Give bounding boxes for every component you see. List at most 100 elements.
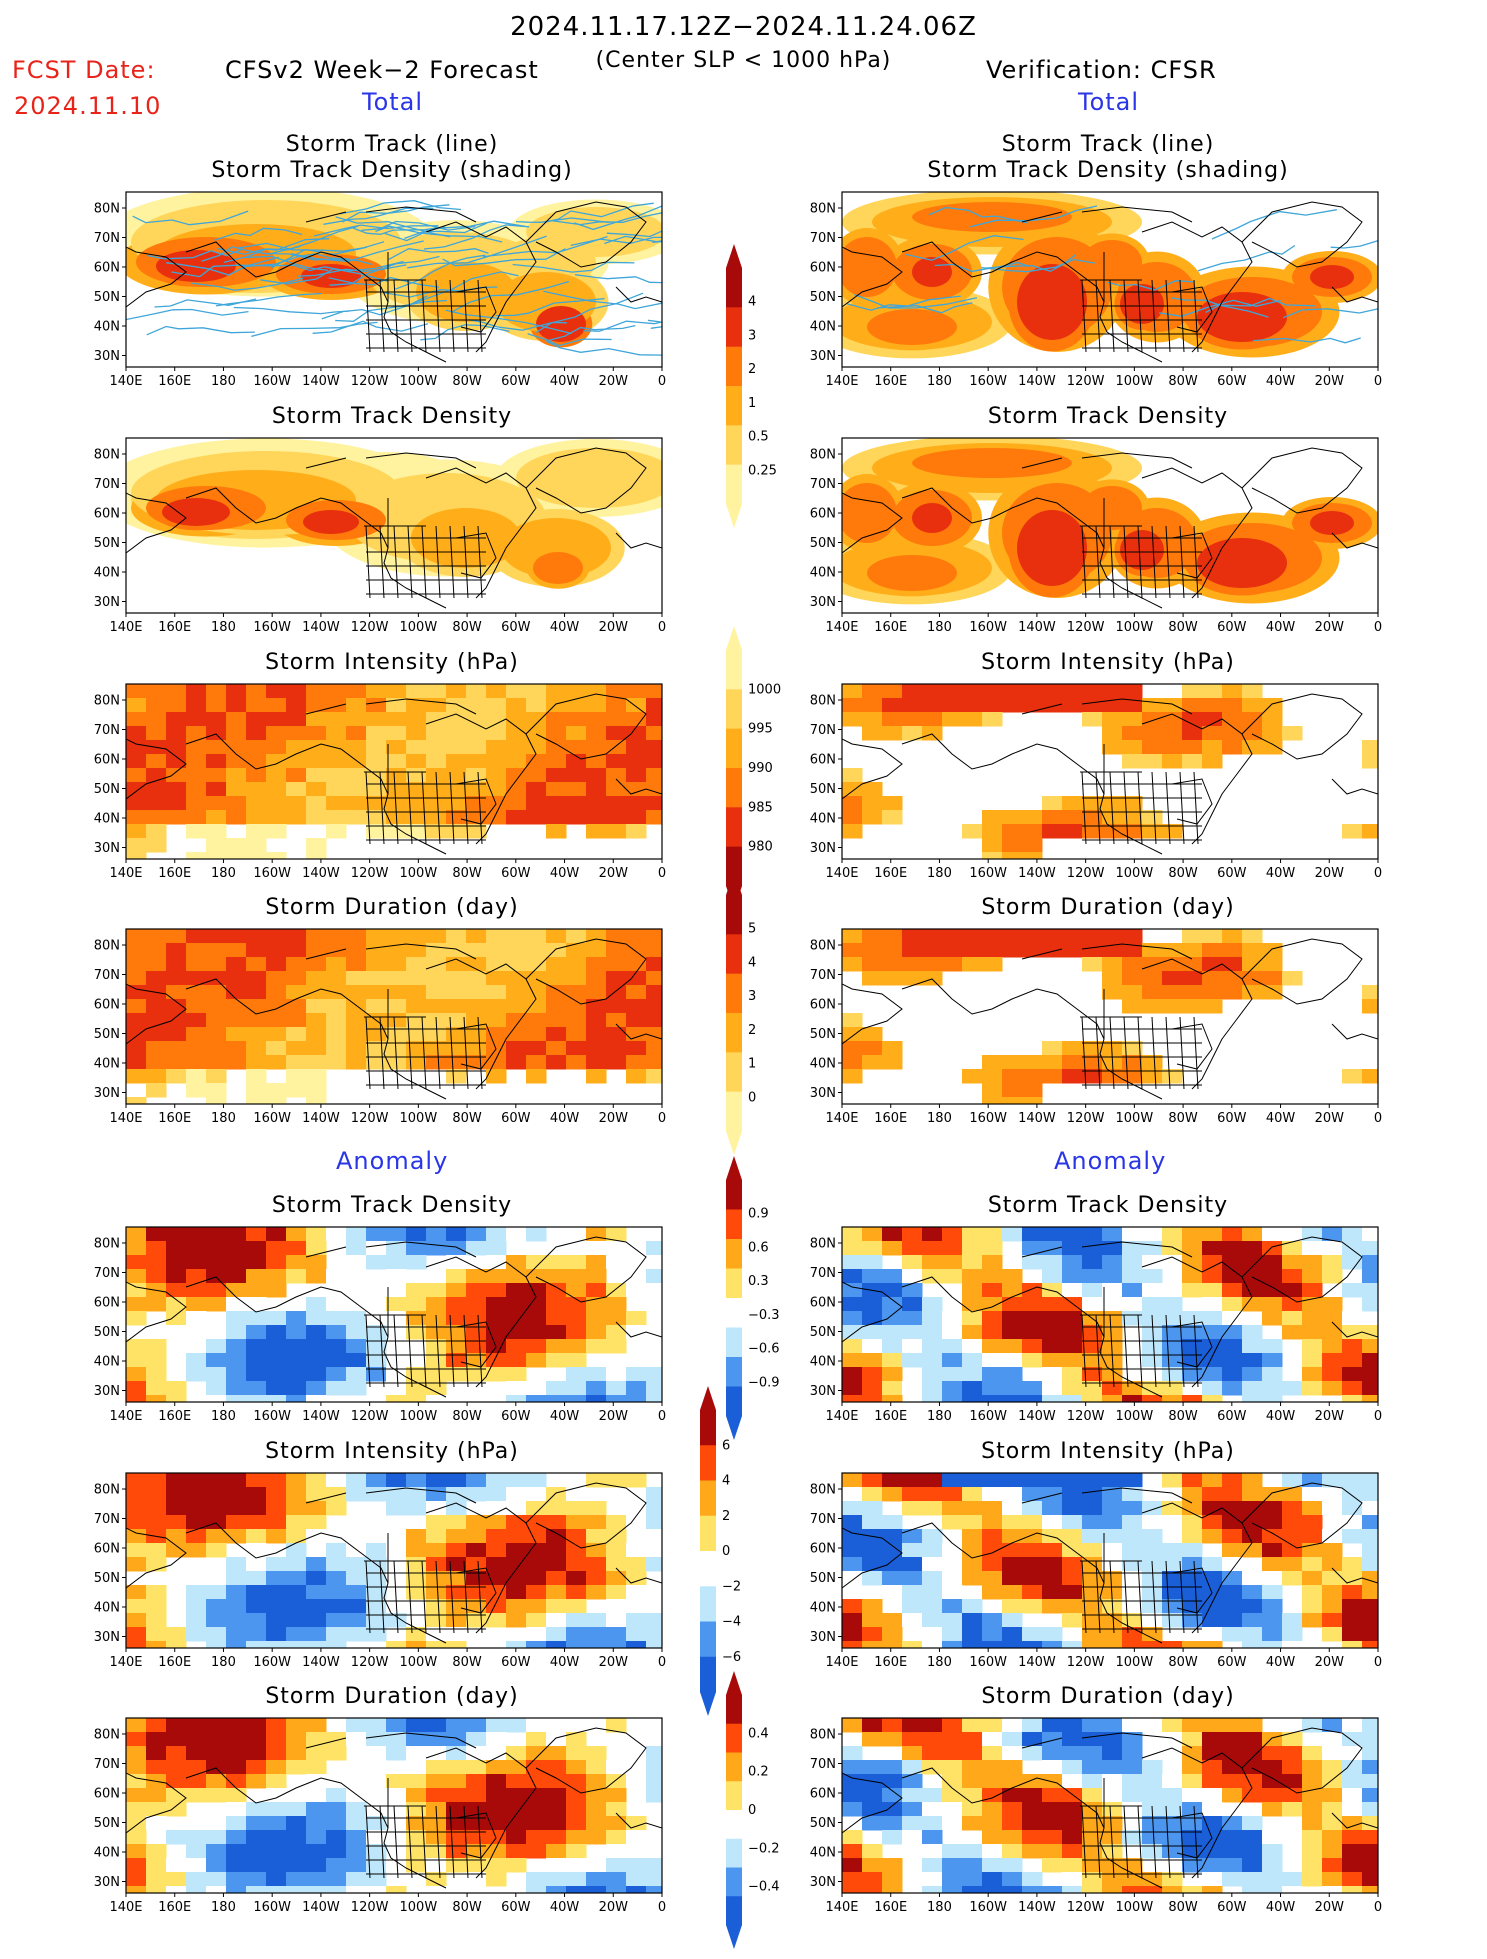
- grid-cell: [1022, 1732, 1043, 1747]
- grid-cell: [1042, 796, 1063, 811]
- grid-cell: [1022, 1599, 1043, 1614]
- density-blob: [1197, 538, 1287, 588]
- grid-cell: [526, 1585, 547, 1600]
- grid-cell: [266, 1816, 287, 1831]
- grid-cell: [286, 1515, 307, 1530]
- grid-cell: [902, 1830, 923, 1845]
- grid-cell: [266, 684, 287, 699]
- grid-cell: [426, 1339, 447, 1354]
- grid-cell: [426, 985, 447, 1000]
- lon-tick-label: 120W: [351, 1111, 389, 1126]
- grid-cell: [1122, 1830, 1143, 1845]
- grid-cell: [386, 1255, 407, 1270]
- grid-cell: [1082, 1599, 1103, 1614]
- grid-cell: [1282, 1381, 1303, 1396]
- grid-cell: [326, 1487, 347, 1502]
- lat-tick-label: 60N: [810, 507, 836, 522]
- grid-cell: [426, 1571, 447, 1586]
- grid-cell: [486, 1599, 507, 1614]
- grid-cell: [326, 1339, 347, 1354]
- grid-cell: [1162, 726, 1183, 741]
- grid-cell: [1242, 1297, 1263, 1312]
- grid-cell: [246, 726, 267, 741]
- grid-cell: [1222, 1746, 1243, 1761]
- grid-cell: [246, 838, 267, 853]
- grid-cell: [942, 1774, 963, 1789]
- grid-cell: [882, 1473, 903, 1488]
- grid-cell: [246, 768, 267, 783]
- grid-cell: [1042, 1585, 1063, 1600]
- lon-tick-label: 40W: [1266, 620, 1296, 635]
- grid-cell: [566, 1473, 587, 1488]
- grid-cell: [366, 985, 387, 1000]
- grid-cell: [1082, 1297, 1103, 1312]
- grid-cell: [1122, 929, 1143, 944]
- grid-cell: [366, 1858, 387, 1873]
- grid-cell: [286, 1227, 307, 1242]
- grid-cell: [186, 796, 207, 811]
- grid-cell: [226, 782, 247, 797]
- grid-cell: [326, 1858, 347, 1873]
- grid-cell: [1282, 1760, 1303, 1775]
- grid-cell: [922, 1886, 943, 1893]
- grid-cell: [1002, 1886, 1023, 1893]
- grid-cell: [1362, 1774, 1378, 1789]
- lon-tick-label: 160W: [253, 374, 291, 389]
- lon-tick-label: 100W: [1116, 866, 1154, 881]
- grid-cell: [526, 1872, 547, 1887]
- grid-cell: [1282, 1515, 1303, 1530]
- grid-cell: [842, 782, 863, 797]
- grid-cell: [982, 1353, 1003, 1368]
- grid-cell: [1022, 1395, 1043, 1402]
- grid-cell: [1022, 1718, 1043, 1733]
- grid-cell: [862, 1027, 883, 1042]
- grid-cell: [882, 1381, 903, 1396]
- grid-cell: [166, 754, 187, 769]
- grid-cell: [486, 1816, 507, 1831]
- grid-cell: [1282, 1269, 1303, 1284]
- lon-tick-label: 140W: [1018, 1900, 1056, 1915]
- grid-cell: [982, 1802, 1003, 1817]
- grid-cell: [1142, 726, 1163, 741]
- density-blob: [842, 237, 897, 297]
- grid-cell: [406, 999, 427, 1014]
- grid-cell: [1062, 1339, 1083, 1354]
- grid-cell: [326, 1844, 347, 1859]
- grid-cell: [566, 1557, 587, 1572]
- grid-cell: [1262, 1381, 1283, 1396]
- map-outline: [425, 221, 537, 353]
- grid-cell: [346, 943, 367, 958]
- grid-cell: [566, 1013, 587, 1028]
- grid-cell: [546, 754, 567, 769]
- grid-cell: [166, 1732, 187, 1747]
- grid-cell: [146, 1241, 167, 1256]
- grid-cell: [1302, 1830, 1323, 1845]
- grid-cell: [546, 1746, 567, 1761]
- grid-cell: [546, 957, 567, 972]
- grid-cell: [266, 1760, 287, 1775]
- grid-cell: [1062, 1487, 1083, 1502]
- grid-cell: [962, 1297, 983, 1312]
- lon-tick-label: 60W: [501, 866, 531, 881]
- grid-cell: [426, 1858, 447, 1873]
- grid-cell: [186, 1083, 207, 1098]
- grid-cell: [306, 1599, 327, 1614]
- grid-cell: [1042, 1830, 1063, 1845]
- grid-cell: [526, 810, 547, 825]
- grid-cell: [326, 782, 347, 797]
- grid-cell: [942, 1353, 963, 1368]
- grid-cell: [206, 838, 227, 853]
- grid-cell: [366, 1255, 387, 1270]
- storm-track-line: [604, 235, 662, 245]
- grid-cell: [626, 999, 647, 1014]
- grid-cell: [426, 1746, 447, 1761]
- grid-cell: [546, 768, 567, 783]
- grid-cell: [266, 999, 287, 1014]
- grid-cell: [1242, 1571, 1263, 1586]
- map-outline: [615, 532, 662, 549]
- grid-cell: [386, 768, 407, 783]
- grid-cell: [306, 754, 327, 769]
- colorbar-label: 995: [748, 722, 773, 737]
- grid-cell: [1362, 1487, 1378, 1502]
